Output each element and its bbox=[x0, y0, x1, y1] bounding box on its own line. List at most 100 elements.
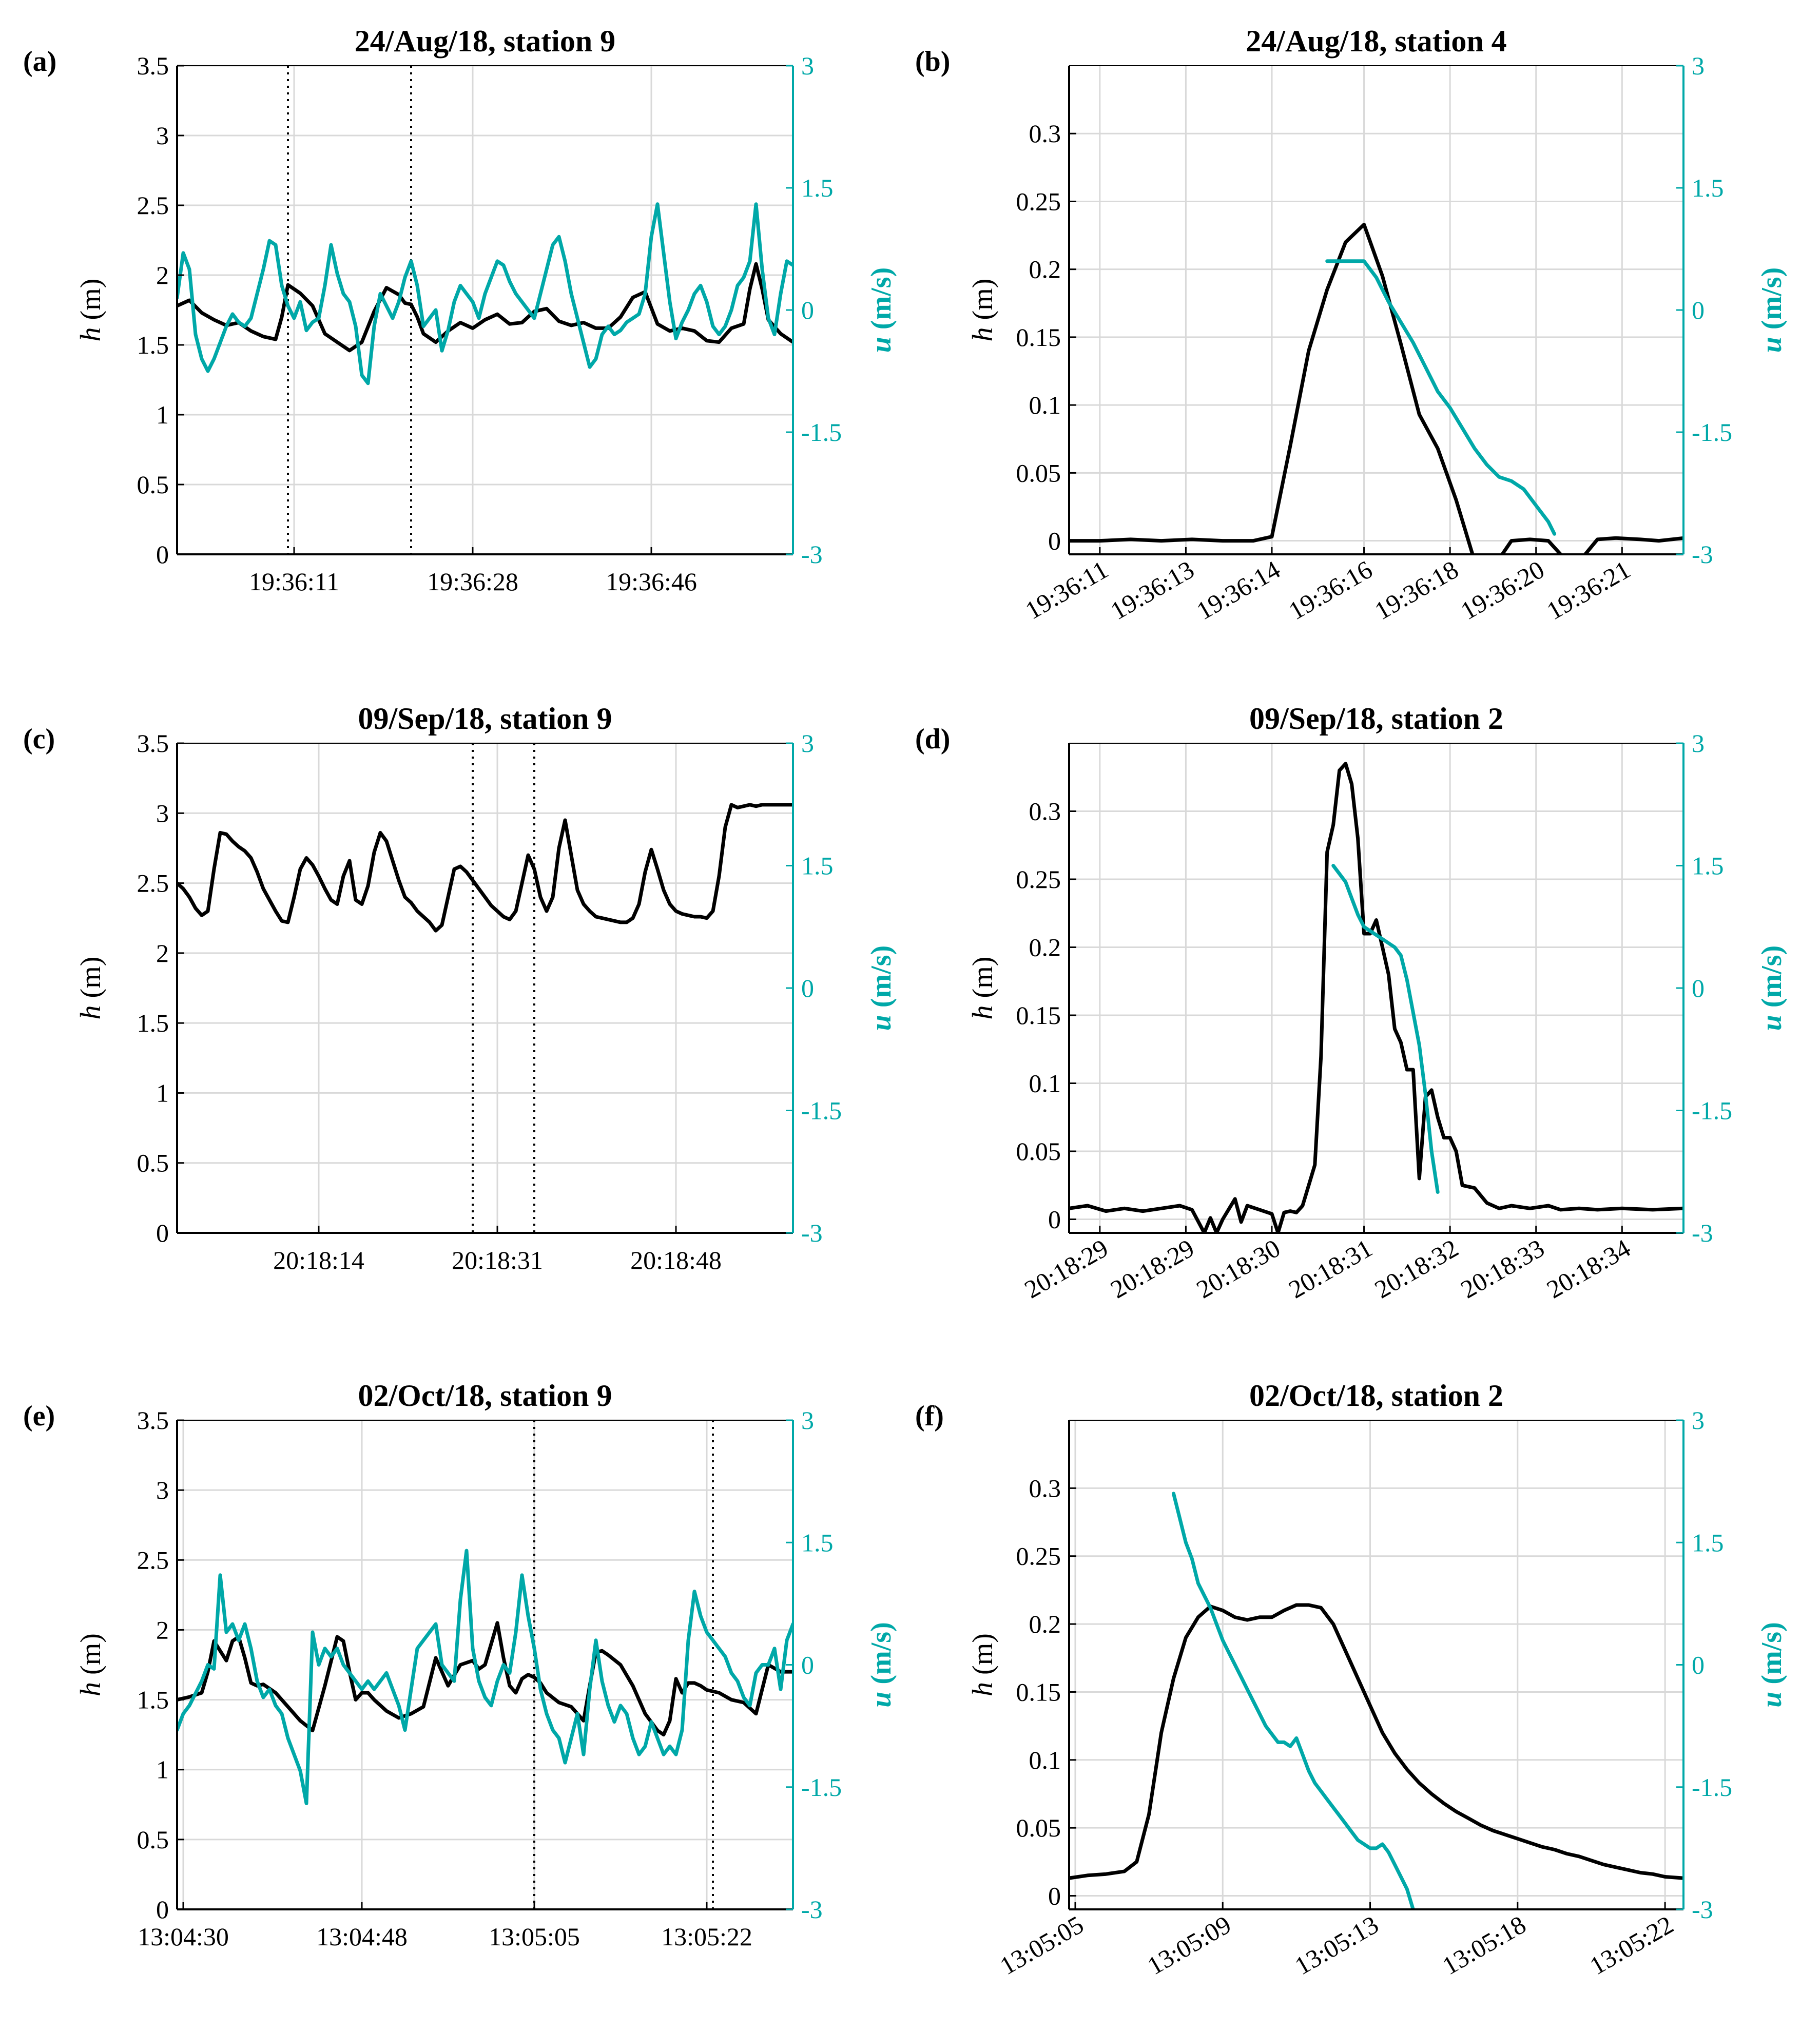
y-tick-label: 0 bbox=[156, 1219, 169, 1247]
y-axis-label-unit: (m) bbox=[75, 279, 107, 320]
y-axis-label-var: u bbox=[865, 1692, 897, 1708]
y-tick-label: 3 bbox=[156, 1476, 169, 1504]
y-tick-label: 0.2 bbox=[1029, 933, 1061, 962]
y-tick-label: 1 bbox=[156, 1755, 169, 1784]
yr-tick-label: -1.5 bbox=[1692, 418, 1732, 447]
x-tick-label: 20:18:14 bbox=[273, 1246, 364, 1274]
series-line-h bbox=[1069, 762, 1683, 1233]
yr-tick-label: 0 bbox=[801, 296, 814, 324]
y-tick-label: 0.15 bbox=[1016, 323, 1061, 352]
y-tick-label: 0.3 bbox=[1029, 797, 1061, 826]
y-axis-label-right: u (m/s) bbox=[1756, 267, 1788, 353]
y-axis-label-left: h (m) bbox=[75, 1633, 107, 1696]
x-tick-label: 19:36:21 bbox=[1542, 555, 1635, 625]
yr-tick-label: 1.5 bbox=[801, 173, 834, 202]
y-axis-label-left: h (m) bbox=[967, 279, 999, 342]
yr-tick-label: 0 bbox=[801, 1651, 814, 1679]
panel-label: (b) bbox=[915, 46, 950, 78]
series-line-u bbox=[1331, 864, 1440, 1194]
series-line-u bbox=[1172, 1492, 1415, 1909]
y-tick-label: 0.05 bbox=[1016, 1813, 1061, 1842]
series-line-h bbox=[1069, 222, 1683, 554]
series-line-h bbox=[1069, 1603, 1683, 1880]
y-axis-label-unit: (m/s) bbox=[865, 267, 897, 330]
y-axis-label-left: h (m) bbox=[967, 957, 999, 1020]
yr-tick-label: -3 bbox=[801, 1895, 823, 1924]
y-tick-label: 0.05 bbox=[1016, 458, 1061, 487]
y-axis-label-right: u (m/s) bbox=[865, 267, 897, 353]
yr-tick-label: 3 bbox=[801, 729, 814, 758]
yr-tick-label: -1.5 bbox=[801, 1773, 842, 1802]
y-tick-label: 0.1 bbox=[1029, 1069, 1061, 1098]
series-line-h bbox=[177, 262, 793, 353]
x-tick-label: 13:05:13 bbox=[1290, 1910, 1383, 1980]
yr-tick-label: 3 bbox=[1692, 51, 1705, 80]
y-axis-label-right: u (m/s) bbox=[865, 1622, 897, 1707]
yr-tick-label: -1.5 bbox=[1692, 1773, 1732, 1802]
panel-title: 02/Oct/18, station 9 bbox=[358, 1379, 612, 1413]
panel-b: 0 0.05 0.1 0.15 0.2 0.25 0.3 -3 -1.5 0 1.5 3 19:36:1… bbox=[915, 24, 1788, 625]
yr-tick-label: 3 bbox=[1692, 729, 1705, 758]
panel-e: 0 0.5 1 1.5 2 2.5 3 3.5 -3 -1.5 0 1.5 3 13:04:30 13:04… bbox=[23, 1379, 897, 1951]
x-tick-label: 19:36:11 bbox=[249, 567, 339, 596]
x-tick-label: 19:36:13 bbox=[1106, 555, 1199, 625]
yr-tick-label: 0 bbox=[1692, 296, 1705, 324]
panel-title: 09/Sep/18, station 9 bbox=[358, 702, 612, 736]
panel-title: 02/Oct/18, station 2 bbox=[1249, 1379, 1503, 1413]
y-axis-label-var: u bbox=[1756, 1692, 1788, 1708]
y-tick-label: 1 bbox=[156, 400, 169, 429]
yr-tick-label: -1.5 bbox=[1692, 1096, 1732, 1125]
yr-tick-label: 3 bbox=[1692, 1406, 1705, 1435]
y-axis-label-left: h (m) bbox=[75, 279, 107, 342]
y-tick-label: 1.5 bbox=[137, 331, 169, 359]
x-tick-label: 13:05:05 bbox=[489, 1922, 580, 1951]
yr-tick-label: -3 bbox=[801, 540, 823, 569]
x-tick-label: 13:04:30 bbox=[138, 1922, 229, 1951]
y-tick-label: 1.5 bbox=[137, 1686, 169, 1714]
y-axis-label-var: h bbox=[967, 1005, 999, 1019]
x-tick-label: 20:18:30 bbox=[1192, 1233, 1285, 1304]
y-tick-label: 0.5 bbox=[137, 1825, 169, 1854]
x-tick-label: 19:36:18 bbox=[1370, 555, 1463, 625]
x-tick-label: 13:05:05 bbox=[995, 1910, 1088, 1980]
panel-label: (e) bbox=[23, 1400, 55, 1432]
plot-area bbox=[177, 66, 793, 554]
y-tick-label: 0.3 bbox=[1029, 1474, 1061, 1502]
y-tick-label: 2.5 bbox=[137, 869, 169, 898]
panel-label: (d) bbox=[915, 723, 950, 755]
y-axis-label-unit: (m/s) bbox=[1756, 945, 1788, 1008]
x-tick-label: 20:18:34 bbox=[1542, 1233, 1635, 1304]
y-tick-label: 0.3 bbox=[1029, 119, 1061, 148]
x-tick-label: 20:18:31 bbox=[1284, 1233, 1377, 1304]
y-tick-label: 0 bbox=[1048, 1205, 1061, 1234]
x-tick-label: 20:18:29 bbox=[1019, 1233, 1113, 1304]
y-tick-label: 3.5 bbox=[137, 51, 169, 80]
yr-tick-label: -1.5 bbox=[801, 1096, 842, 1125]
panel-title: 24/Aug/18, station 9 bbox=[355, 24, 615, 58]
x-tick-label: 20:18:29 bbox=[1106, 1233, 1199, 1304]
y-tick-label: 0.25 bbox=[1016, 187, 1061, 216]
yr-tick-label: 0 bbox=[1692, 1651, 1705, 1679]
y-tick-label: 3 bbox=[156, 121, 169, 150]
y-axis-label-unit: (m) bbox=[967, 957, 999, 998]
plot-area bbox=[177, 743, 793, 1233]
plot-area bbox=[1069, 1420, 1683, 1909]
yr-tick-label: 3 bbox=[801, 51, 814, 80]
plot-area bbox=[1069, 743, 1683, 1233]
yr-tick-label: 1.5 bbox=[1692, 852, 1724, 880]
panel-f: 0 0.05 0.1 0.15 0.2 0.25 0.3 -3 -1.5 0 1.5 3 13:05:0… bbox=[915, 1379, 1788, 1980]
yr-tick-label: -3 bbox=[1692, 1219, 1713, 1247]
panel-c: 0 0.5 1 1.5 2 2.5 3 3.5 -3 -1.5 0 1.5 3 20:18:14 20:18… bbox=[23, 702, 897, 1274]
y-tick-label: 2 bbox=[156, 1615, 169, 1644]
y-axis-label-right: u (m/s) bbox=[865, 945, 897, 1031]
x-tick-label: 19:36:16 bbox=[1284, 555, 1377, 625]
x-tick-label: 13:05:18 bbox=[1437, 1910, 1531, 1980]
panel-title: 09/Sep/18, station 2 bbox=[1249, 702, 1503, 736]
x-tick-label: 20:18:31 bbox=[452, 1246, 543, 1274]
y-axis-label-var: u bbox=[1756, 1015, 1788, 1031]
y-axis-label-unit: (m) bbox=[967, 1633, 999, 1675]
y-axis-label-unit: (m) bbox=[967, 279, 999, 320]
y-tick-label: 0.5 bbox=[137, 470, 169, 499]
series-line-u bbox=[1325, 259, 1557, 536]
